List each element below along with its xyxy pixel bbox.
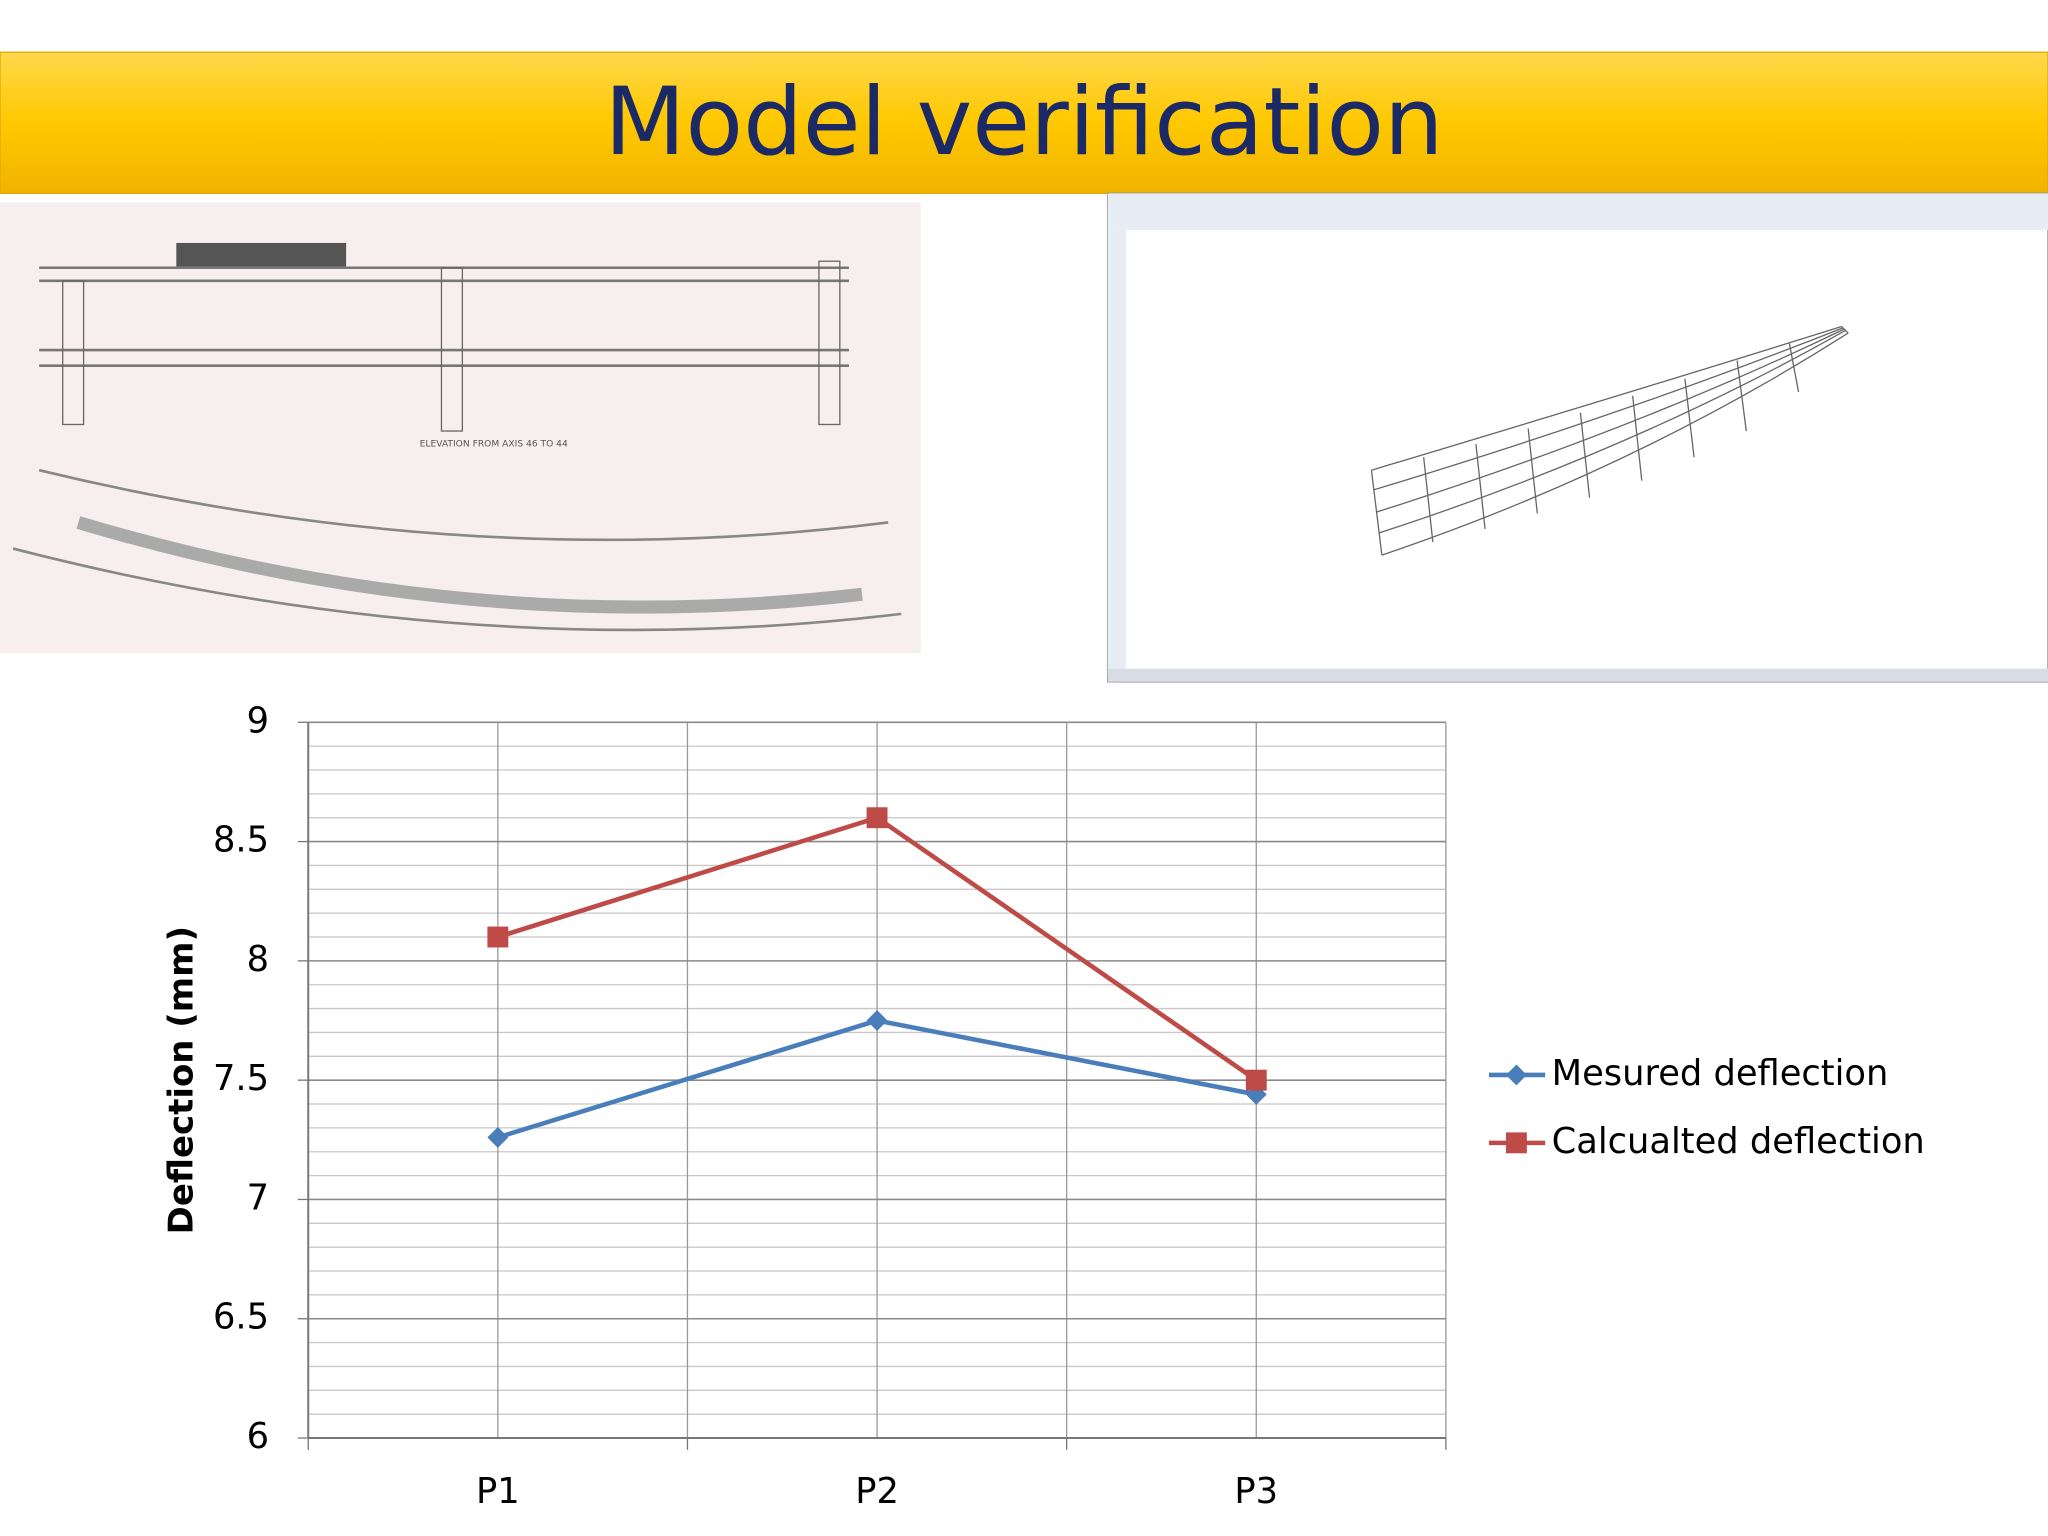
title-banner (0, 51, 2048, 194)
svg-text:ELEVATION FROM AXIS 46 TO 44: ELEVATION FROM AXIS 46 TO 44 (420, 440, 568, 450)
y-tick-label: 7.5 (213, 1058, 269, 1099)
y-tick-label: 9 (247, 700, 269, 741)
y-tick-label: 8.5 (213, 820, 269, 861)
y-tick-label: 6 (247, 1416, 269, 1457)
legend-label: Calcualted deflection (1552, 1121, 1925, 1162)
slide-title: Model verification (604, 68, 1443, 177)
x-tick-label: P1 (476, 1471, 520, 1512)
bridge-drawing: ELEVATION FROM AXIS 46 TO 44 (0, 202, 921, 654)
y-tick-label: 8 (247, 939, 269, 980)
x-tick-label: P2 (855, 1471, 899, 1512)
software-screenshot (1106, 192, 2048, 683)
marker (1245, 1069, 1267, 1091)
y-tick-label: 6.5 (213, 1297, 269, 1338)
x-tick-label: P3 (1234, 1471, 1278, 1512)
marker (866, 807, 888, 829)
y-axis-label: Deflection (mm) (161, 926, 201, 1234)
legend-marker (1505, 1132, 1527, 1154)
marker (866, 1010, 888, 1031)
y-tick-label: 7 (247, 1177, 269, 1218)
legend-marker (1505, 1064, 1527, 1086)
marker (487, 1126, 509, 1148)
marker (487, 926, 509, 948)
legend-label: Mesured deflection (1552, 1053, 1889, 1094)
